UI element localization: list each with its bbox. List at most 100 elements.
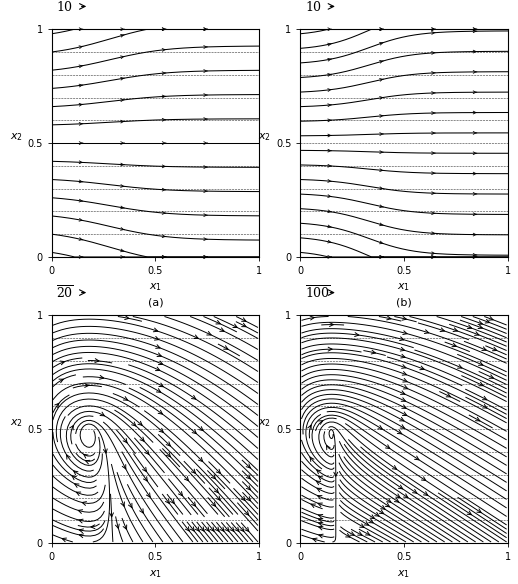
FancyArrowPatch shape bbox=[70, 426, 74, 430]
FancyArrowPatch shape bbox=[191, 469, 195, 473]
FancyArrowPatch shape bbox=[329, 322, 334, 326]
FancyArrowPatch shape bbox=[400, 347, 405, 351]
FancyArrowPatch shape bbox=[403, 378, 407, 382]
FancyArrowPatch shape bbox=[190, 527, 194, 531]
FancyArrowPatch shape bbox=[145, 450, 149, 454]
FancyArrowPatch shape bbox=[318, 496, 322, 499]
FancyArrowPatch shape bbox=[485, 319, 490, 323]
FancyArrowPatch shape bbox=[482, 347, 486, 350]
FancyArrowPatch shape bbox=[401, 354, 405, 358]
FancyArrowPatch shape bbox=[401, 398, 406, 401]
FancyArrowPatch shape bbox=[233, 324, 237, 328]
FancyArrowPatch shape bbox=[241, 318, 246, 321]
FancyArrowPatch shape bbox=[142, 467, 147, 471]
FancyArrowPatch shape bbox=[402, 412, 407, 415]
FancyArrowPatch shape bbox=[310, 316, 314, 320]
FancyArrowPatch shape bbox=[122, 464, 126, 469]
FancyArrowPatch shape bbox=[241, 496, 245, 500]
FancyArrowPatch shape bbox=[308, 425, 311, 430]
FancyArrowPatch shape bbox=[386, 499, 391, 502]
X-axis label: $x_1$: $x_1$ bbox=[149, 281, 162, 293]
FancyArrowPatch shape bbox=[474, 332, 479, 335]
FancyArrowPatch shape bbox=[194, 335, 198, 339]
Text: (b): (b) bbox=[396, 298, 412, 308]
FancyArrowPatch shape bbox=[402, 317, 406, 320]
FancyArrowPatch shape bbox=[79, 529, 83, 533]
FancyArrowPatch shape bbox=[370, 515, 375, 519]
FancyArrowPatch shape bbox=[313, 538, 317, 542]
FancyArrowPatch shape bbox=[123, 397, 127, 400]
FancyArrowPatch shape bbox=[394, 498, 399, 502]
FancyArrowPatch shape bbox=[59, 379, 63, 383]
FancyArrowPatch shape bbox=[424, 492, 428, 495]
FancyArrowPatch shape bbox=[392, 465, 397, 470]
FancyArrowPatch shape bbox=[220, 527, 224, 531]
FancyArrowPatch shape bbox=[399, 337, 404, 340]
FancyArrowPatch shape bbox=[246, 464, 250, 468]
FancyArrowPatch shape bbox=[346, 534, 350, 537]
FancyArrowPatch shape bbox=[55, 404, 59, 408]
FancyArrowPatch shape bbox=[457, 364, 462, 368]
FancyArrowPatch shape bbox=[479, 382, 483, 385]
FancyArrowPatch shape bbox=[369, 519, 373, 523]
FancyArrowPatch shape bbox=[479, 361, 483, 366]
FancyArrowPatch shape bbox=[244, 511, 249, 515]
FancyArrowPatch shape bbox=[397, 430, 401, 434]
FancyArrowPatch shape bbox=[104, 449, 107, 453]
FancyArrowPatch shape bbox=[452, 343, 456, 347]
X-axis label: $x_1$: $x_1$ bbox=[149, 568, 162, 579]
FancyArrowPatch shape bbox=[99, 376, 104, 379]
FancyArrowPatch shape bbox=[153, 328, 157, 332]
FancyArrowPatch shape bbox=[121, 502, 124, 506]
FancyArrowPatch shape bbox=[205, 527, 209, 531]
FancyArrowPatch shape bbox=[132, 422, 136, 426]
FancyArrowPatch shape bbox=[401, 364, 406, 369]
FancyArrowPatch shape bbox=[319, 519, 323, 522]
FancyArrowPatch shape bbox=[375, 512, 379, 516]
FancyArrowPatch shape bbox=[67, 455, 70, 459]
FancyArrowPatch shape bbox=[192, 430, 196, 434]
FancyArrowPatch shape bbox=[156, 388, 161, 392]
FancyArrowPatch shape bbox=[493, 347, 497, 351]
FancyArrowPatch shape bbox=[179, 492, 182, 496]
FancyArrowPatch shape bbox=[125, 316, 129, 319]
FancyArrowPatch shape bbox=[446, 394, 451, 397]
FancyArrowPatch shape bbox=[215, 527, 219, 531]
FancyArrowPatch shape bbox=[100, 412, 105, 416]
FancyArrowPatch shape bbox=[166, 453, 170, 457]
FancyArrowPatch shape bbox=[91, 525, 95, 529]
FancyArrowPatch shape bbox=[165, 499, 169, 503]
FancyArrowPatch shape bbox=[396, 494, 400, 498]
FancyArrowPatch shape bbox=[217, 470, 220, 474]
FancyArrowPatch shape bbox=[400, 391, 405, 394]
FancyArrowPatch shape bbox=[414, 456, 419, 460]
FancyArrowPatch shape bbox=[400, 425, 405, 428]
Text: $\overline{20}$: $\overline{20}$ bbox=[56, 285, 74, 302]
FancyArrowPatch shape bbox=[358, 531, 362, 535]
FancyArrowPatch shape bbox=[467, 325, 472, 329]
FancyArrowPatch shape bbox=[366, 531, 370, 535]
FancyArrowPatch shape bbox=[109, 513, 113, 517]
FancyArrowPatch shape bbox=[478, 321, 482, 325]
FancyArrowPatch shape bbox=[138, 421, 142, 425]
FancyArrowPatch shape bbox=[350, 532, 354, 536]
FancyArrowPatch shape bbox=[247, 496, 251, 501]
FancyArrowPatch shape bbox=[235, 527, 239, 531]
FancyArrowPatch shape bbox=[216, 496, 220, 500]
FancyArrowPatch shape bbox=[412, 489, 417, 493]
FancyArrowPatch shape bbox=[140, 437, 144, 442]
Y-axis label: $x_2$: $x_2$ bbox=[258, 131, 271, 143]
FancyArrowPatch shape bbox=[402, 405, 406, 408]
FancyArrowPatch shape bbox=[123, 525, 127, 529]
FancyArrowPatch shape bbox=[155, 367, 160, 371]
FancyArrowPatch shape bbox=[318, 503, 322, 506]
FancyArrowPatch shape bbox=[379, 510, 384, 514]
FancyArrowPatch shape bbox=[159, 383, 163, 387]
FancyArrowPatch shape bbox=[316, 470, 321, 474]
FancyArrowPatch shape bbox=[334, 472, 338, 476]
FancyArrowPatch shape bbox=[317, 488, 322, 492]
FancyArrowPatch shape bbox=[157, 353, 161, 356]
FancyArrowPatch shape bbox=[404, 494, 408, 498]
FancyArrowPatch shape bbox=[116, 524, 119, 529]
FancyArrowPatch shape bbox=[95, 359, 99, 363]
